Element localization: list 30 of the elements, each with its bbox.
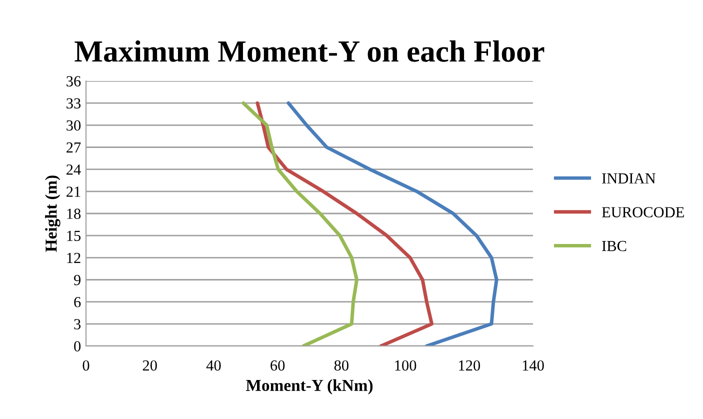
y-tick-label: 9 [74,274,81,286]
legend-label: EUROCODE [602,207,684,218]
line-series [286,101,498,346]
y-tick-label: 3 [74,319,81,330]
y-tick-label: 12 [67,252,80,263]
x-tick-label: 20 [142,360,157,371]
x-tick-label: 0 [82,360,90,371]
line-series [242,101,358,346]
y-axis-title: Height (m) [45,176,60,252]
x-tick-label: 120 [459,360,480,371]
x-tick-label: 40 [206,360,221,371]
y-tick-label: 6 [74,297,81,308]
y-tick-label: 27 [66,142,81,153]
y-tick-label: 33 [66,98,81,109]
x-axis-title: Moment-Y (kNm) [246,379,373,394]
y-tick-label: 30 [66,120,81,131]
x-tick-label: 60 [270,360,285,371]
y-tick-label: 15 [67,230,81,242]
chart-title: Maximum Moment-Y on each Floor [74,40,544,62]
y-tick-label: 36 [66,76,81,86]
x-tick-label: 80 [334,360,348,371]
y-tick-label: 24 [66,164,81,175]
y-tick-label: 21 [66,186,80,197]
y-tick-label: 18 [67,208,81,219]
line-series [256,101,434,346]
x-tick-label: 100 [395,360,416,371]
legend-label: IBC [602,240,626,252]
x-tick-label: 140 [522,360,544,371]
y-tick-label: 0 [74,341,81,352]
legend-label: INDIAN [602,173,656,184]
